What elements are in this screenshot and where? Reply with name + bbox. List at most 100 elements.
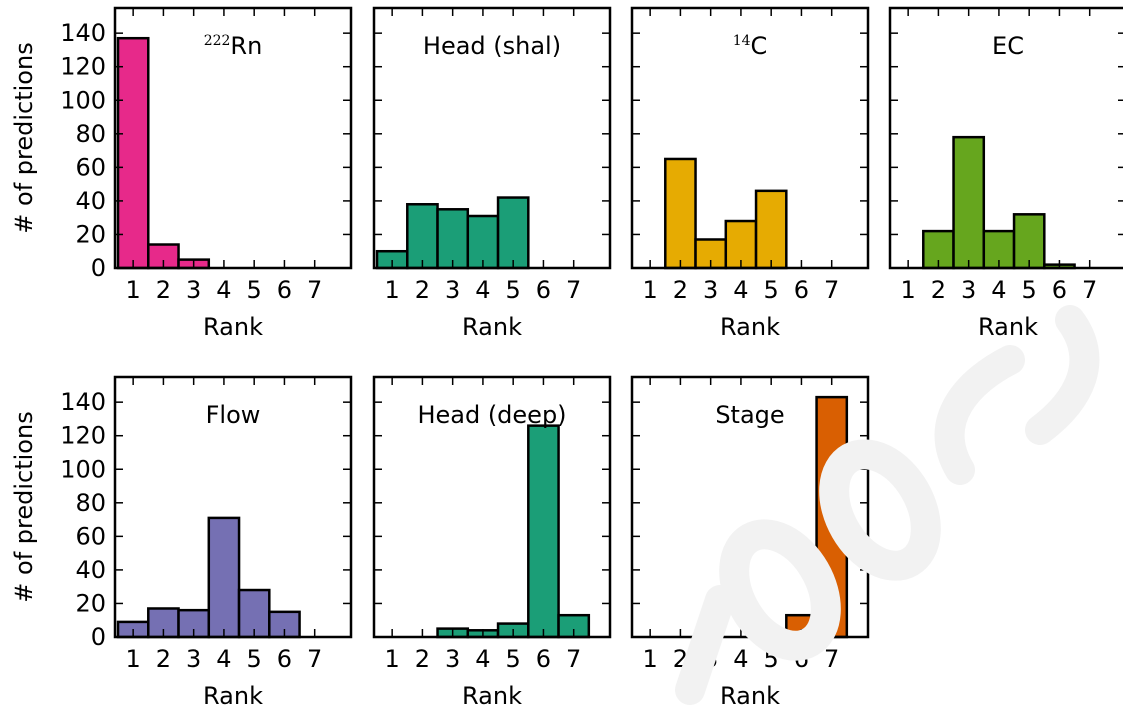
y-tick-label: 0	[91, 623, 106, 651]
x-axis-label: Rank	[203, 682, 263, 710]
x-tick-label: 5	[764, 645, 779, 673]
y-tick-label: 120	[60, 422, 106, 450]
title-text: C	[751, 32, 768, 60]
panel-6: 1 2 3 4 5 6 7 Rank Head (deep)	[372, 375, 612, 710]
x-tick-label: 7	[566, 276, 581, 304]
y-tick-label: 60	[75, 522, 106, 550]
panel-frame	[113, 6, 353, 270]
panel-3: 1 2 3 4 5 6 7 Rank 14C	[630, 6, 870, 341]
x-tick-label: 7	[824, 645, 839, 673]
bar-rank-3	[436, 208, 470, 270]
x-tick-label: 1	[126, 645, 141, 673]
panel-title: Head (deep)	[417, 401, 566, 429]
title-superscript: 14	[733, 33, 751, 49]
x-tick-label: 5	[1022, 276, 1037, 304]
y-tick-label: 80	[75, 489, 106, 517]
x-axis-label: Rank	[720, 313, 780, 341]
x-axis-label: Rank	[720, 682, 780, 710]
x-tick-label: 5	[506, 645, 521, 673]
x-tick-label: 6	[794, 276, 809, 304]
y-tick-label: 100	[60, 455, 106, 483]
x-tick-label: 1	[385, 645, 400, 673]
y-tick-label: 80	[75, 120, 106, 148]
panel-title: Stage	[715, 401, 784, 429]
bar-rank-5	[1012, 213, 1046, 270]
x-tick-label: 2	[673, 645, 688, 673]
x-tick-label: 4	[733, 645, 748, 673]
y-tick-label: 40	[75, 187, 106, 215]
x-tick-label: 2	[156, 276, 171, 304]
x-tick-label: 2	[156, 645, 171, 673]
y-tick-label: 60	[75, 153, 106, 181]
x-tick-label: 3	[186, 276, 201, 304]
x-tick-label: 5	[764, 276, 779, 304]
panel-1: 0 20 40 60 80 100 120 140 # of predictions 1 2 3 4 5 6…	[10, 6, 353, 341]
x-tick-label: 6	[277, 276, 292, 304]
x-tick-label: 3	[703, 645, 718, 673]
panel-frame	[630, 6, 870, 270]
x-tick-label: 3	[703, 276, 718, 304]
x-tick-label: 7	[307, 276, 322, 304]
x-tick-label: 4	[733, 276, 748, 304]
panel-title: Head (shal)	[423, 32, 561, 60]
x-tick-label: 5	[247, 645, 262, 673]
panel-title: 14C	[733, 32, 768, 60]
x-axis-label: Rank	[462, 313, 522, 341]
x-tick-label: 7	[566, 645, 581, 673]
panel-4: 1 2 3 4 5 6 7 Rank EC	[888, 6, 1123, 341]
x-tick-label: 4	[216, 276, 231, 304]
y-tick-label: 140	[60, 19, 106, 47]
x-tick-label: 5	[247, 276, 262, 304]
x-tick-label: 2	[415, 645, 430, 673]
x-tick-label: 7	[1082, 276, 1097, 304]
x-tick-label: 3	[186, 645, 201, 673]
title-superscript: 222	[204, 33, 231, 49]
x-tick-label: 3	[445, 276, 460, 304]
x-tick-label: 2	[673, 276, 688, 304]
panel-frame	[372, 375, 612, 639]
y-tick-label: 20	[75, 220, 106, 248]
y-tick-label: 140	[60, 388, 106, 416]
x-tick-label: 6	[1052, 276, 1067, 304]
x-tick-label: 2	[415, 276, 430, 304]
x-tick-label: 5	[506, 276, 521, 304]
panel-7: 1 2 3 4 5 6 7 Rank Stage	[630, 375, 870, 710]
bar-rank-2	[664, 157, 697, 270]
panel-frame	[113, 375, 353, 639]
x-tick-label: 1	[901, 276, 916, 304]
x-tick-label: 6	[277, 645, 292, 673]
x-tick-label: 1	[385, 276, 400, 304]
x-tick-label: 1	[126, 276, 141, 304]
x-tick-label: 3	[445, 645, 460, 673]
x-axis-label: Rank	[978, 313, 1038, 341]
panel-frame	[888, 6, 1123, 270]
bar-rank-4	[207, 516, 241, 639]
x-tick-label: 4	[991, 276, 1006, 304]
x-tick-label: 7	[824, 276, 839, 304]
y-tick-label: 40	[75, 556, 106, 584]
bar-rank-4	[466, 214, 500, 270]
panel-title: Flow	[206, 401, 261, 429]
x-tick-label: 4	[475, 276, 490, 304]
bar-rank-7	[815, 395, 849, 639]
x-tick-label: 6	[536, 276, 551, 304]
bar-rank-6	[527, 424, 560, 639]
bar-rank-3	[952, 135, 986, 270]
x-tick-label: 1	[643, 276, 658, 304]
x-tick-label: 3	[961, 276, 976, 304]
panel-frame	[372, 6, 612, 270]
x-tick-label: 1	[643, 645, 658, 673]
y-tick-label: 120	[60, 53, 106, 81]
x-tick-label: 4	[475, 645, 490, 673]
y-axis-label: # of predictions	[10, 411, 38, 602]
y-axis-label: # of predictions	[10, 42, 38, 233]
y-tick-label: 20	[75, 589, 106, 617]
x-tick-label: 4	[216, 645, 231, 673]
x-tick-label: 7	[307, 645, 322, 673]
x-tick-label: 2	[931, 276, 946, 304]
x-tick-label: 6	[794, 645, 809, 673]
panel-title: 222Rn	[204, 32, 263, 60]
bar-rank-5	[496, 196, 530, 270]
bar-rank-1	[116, 36, 150, 270]
